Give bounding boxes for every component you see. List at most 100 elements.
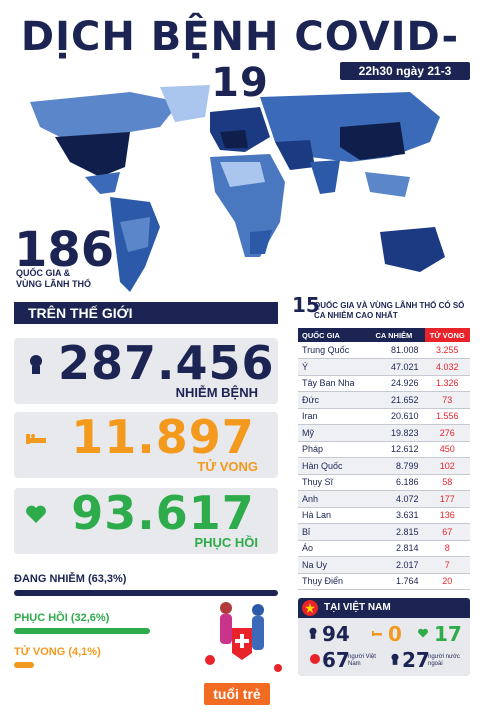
deaths-cell: 20 (424, 573, 470, 590)
country-cell: Tây Ban Nha (298, 375, 372, 392)
deaths-cell: 8 (424, 540, 470, 557)
table-row: Pháp 12.612 450 (298, 441, 470, 458)
cases-cell: 6.186 (371, 474, 425, 491)
vn-recovered: 17 (434, 622, 462, 646)
country-cell: Pháp (298, 441, 372, 458)
deaths-cell: 177 (424, 490, 470, 508)
table-header: QUỐC GIA (298, 328, 372, 342)
cases-cell: 81.008 (371, 342, 425, 359)
country-cell: Áo (298, 540, 372, 557)
table-row: Bỉ 2.815 67 (298, 523, 470, 541)
country-cell: Hà Lan (298, 507, 372, 524)
top-count: 15 (292, 293, 320, 317)
europe (210, 107, 270, 152)
cases-cell: 12.612 (371, 441, 425, 458)
table-row: Trung Quốc 81.008 3.255 (298, 342, 470, 359)
deaths-value: 11.897 (71, 410, 255, 464)
vn-deaths: 0 (388, 622, 402, 646)
deaths-cell: 1.326 (424, 375, 470, 392)
deaths-cell: 67 (424, 523, 470, 541)
deaths-cell: 58 (424, 474, 470, 491)
infected-label: NHIỄM BỆNH (175, 385, 258, 400)
vietnam-stats: 94 0 17 (302, 622, 470, 646)
deaths-cell: 102 (424, 457, 470, 475)
recovered-label: PHỤC HỒI (194, 535, 258, 550)
country-cell: Ý (298, 358, 372, 376)
bed-icon (26, 434, 46, 444)
vietnam-flag-icon (310, 654, 320, 664)
vn-foreigners: 27 (402, 648, 430, 672)
active-bar (14, 590, 278, 596)
table-header: CA NHIỄM (371, 328, 425, 342)
countries-count: 186 (14, 222, 115, 278)
cases-cell: 20.610 (371, 408, 425, 425)
country-cell: Mỹ (298, 424, 372, 442)
country-cell: Bỉ (298, 523, 372, 541)
south-america (110, 197, 160, 292)
family-illustration (205, 602, 282, 672)
country-cell: Thụy Điển (298, 573, 372, 590)
cases-cell: 8.799 (371, 457, 425, 475)
cases-cell: 4.072 (371, 490, 425, 508)
cases-cell: 1.764 (371, 573, 425, 590)
country-cell: Anh (298, 490, 372, 508)
person-icon (391, 653, 399, 665)
vn-foreigners-label: người nước ngoài (428, 654, 460, 667)
table-row: Na Uy 2.017 7 (298, 556, 470, 574)
vn-people-label: người Việt Nam (348, 654, 376, 667)
table-row: Ý 47.021 4.032 (298, 358, 470, 376)
top-title: QUỐC GIA VÀ VÙNG LÃNH THỔ CÓ SỐ CA NHIỄM… (314, 301, 465, 320)
table-row: Tây Ban Nha 24.926 1.326 (298, 375, 470, 392)
world-header: TRÊN THẾ GIỚI (14, 302, 278, 324)
bed-icon (372, 631, 382, 636)
table-row: Đức 21.652 73 (298, 391, 470, 409)
cases-cell: 21.652 (371, 391, 425, 409)
cases-cell: 2.017 (371, 556, 425, 574)
vn-infected: 94 (322, 622, 350, 646)
active-label: ĐANG NHIỄM (63,3%) (14, 573, 127, 585)
deaths-cell: 1.556 (424, 408, 470, 425)
table-row: Mỹ 19.823 276 (298, 424, 470, 442)
country-cell: Đức (298, 391, 372, 409)
greenland (160, 85, 210, 122)
table-row: Hà Lan 3.631 136 (298, 507, 470, 524)
cases-cell: 19.823 (371, 424, 425, 442)
deaths-cell: 73 (424, 391, 470, 409)
asia (260, 92, 440, 197)
recovered-card: 93.617 PHỤC HỒI (14, 488, 278, 554)
world-map (30, 85, 445, 292)
vietnam-header: TẠI VIỆT NAM (298, 598, 470, 618)
table-row: Iran 20.610 1.556 (298, 408, 470, 425)
deaths-label: TỬ VONG (197, 459, 258, 474)
north-america (30, 92, 180, 194)
cases-cell: 2.814 (371, 540, 425, 557)
vn-people: 67 (322, 648, 350, 672)
heart-icon (26, 505, 46, 523)
top-countries-table: QUỐC GIA CA NHIỄM TỬ VONG Trung Quốc 81.008… (298, 328, 470, 590)
deaths-cell: 276 (424, 424, 470, 442)
newspaper-logo: tuổi trẻ (204, 683, 270, 705)
infected-card: 287.456 NHIỄM BỆNH (14, 338, 278, 404)
table-row: Hàn Quốc 8.799 102 (298, 457, 470, 475)
recovered-pct-label: PHỤC HỒI (32,6%) (14, 612, 110, 624)
country-cell: Na Uy (298, 556, 372, 574)
person-icon (309, 627, 317, 639)
table-header: TỬ VONG (424, 328, 470, 342)
table-row: Thụy Điển 1.764 20 (298, 573, 470, 590)
vietnam-origin: 67 người Việt Nam 27 người nước ngoài (302, 648, 470, 672)
page-title: DỊCH BỆNH COVID-19 (20, 14, 460, 106)
cases-cell: 47.021 (371, 358, 425, 376)
deaths-card: 11.897 TỬ VONG (14, 412, 278, 478)
table-row: Thụy Sĩ 6.186 58 (298, 474, 470, 491)
date-badge: 22h30 ngày 21-3 (340, 62, 470, 80)
country-cell: Hàn Quốc (298, 457, 372, 475)
deaths-cell: 136 (424, 507, 470, 524)
country-cell: Thụy Sĩ (298, 474, 372, 491)
person-icon (30, 355, 42, 374)
deaths-cell: 7 (424, 556, 470, 574)
deaths-cell: 4.032 (424, 358, 470, 376)
vietnam-flag-icon (302, 600, 318, 616)
cases-cell: 2.815 (371, 523, 425, 541)
africa (210, 154, 285, 257)
deaths-pct-label: TỬ VONG (4,1%) (14, 646, 101, 658)
